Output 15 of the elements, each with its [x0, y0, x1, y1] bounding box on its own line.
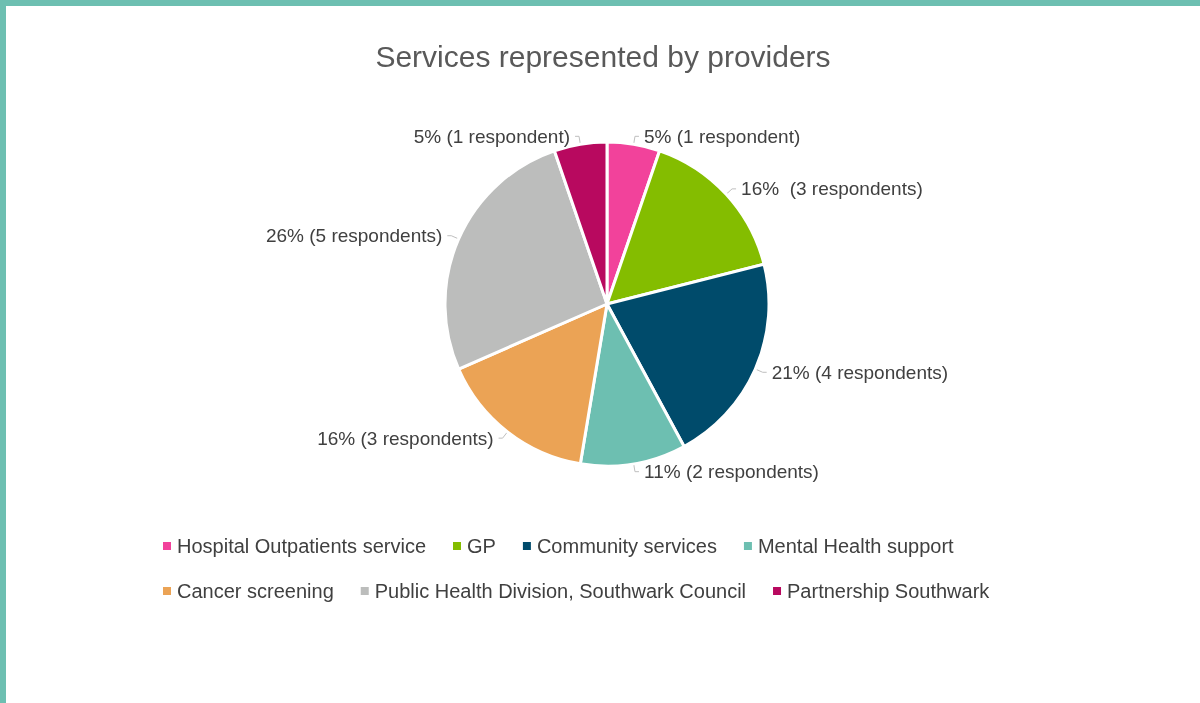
legend-label: Hospital Outpatients service: [177, 535, 427, 557]
data-label: 26% (5 respondents): [265, 225, 443, 247]
data-label: 16% (3 respondents): [741, 178, 923, 200]
legend-label: Public Health Division, Southwark Council: [374, 580, 747, 602]
legend-label: Community services: [536, 535, 717, 557]
legend-label: Partnership Southwark: [787, 580, 991, 602]
legend-label: Cancer screening: [177, 580, 334, 602]
legend-label: Mental Health support: [757, 535, 955, 557]
data-label: 5% (1 respondent): [643, 125, 801, 147]
data-label: 5% (1 respondent): [413, 125, 571, 147]
data-label: 11% (2 respondents): [643, 461, 819, 483]
legend-label: GP: [467, 535, 496, 557]
data-label: 21% (4 respondents): [771, 361, 949, 383]
chart-title: Services represented by providers: [375, 39, 831, 73]
data-label: 16% (3 respondents): [317, 427, 494, 449]
